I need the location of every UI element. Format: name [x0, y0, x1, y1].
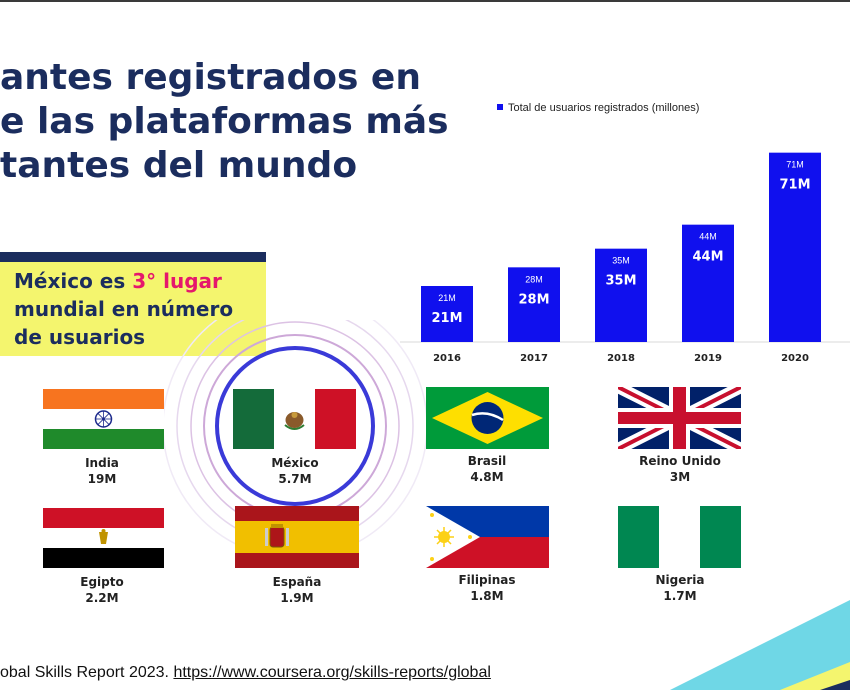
bar-top-label-2016: 21M: [438, 293, 456, 303]
flag-india: [43, 389, 164, 449]
x-tick-label-2017: 2017: [520, 353, 548, 364]
mexico-flag-icon: [233, 389, 356, 449]
ring-main: [215, 346, 375, 506]
bar-2018: [595, 248, 647, 342]
x-tick-label-2020: 2020: [781, 353, 809, 364]
country-users: 5.7M: [278, 472, 312, 486]
bar-value-label-2016: 21M: [431, 311, 462, 326]
country-users: 2.2M: [85, 591, 119, 605]
registered-users-bar-chart: Total de usuarios registrados (millones)…: [400, 102, 850, 364]
country-name: Egipto: [80, 575, 124, 589]
source-text: obal Skills Report 2023.: [0, 664, 169, 681]
flag-brasil: [426, 387, 549, 449]
bar-value-label-2019: 44M: [692, 250, 723, 265]
flag-reino-unido: [618, 387, 741, 449]
flag-nigeria: [618, 506, 741, 568]
bar-top-label-2017: 28M: [525, 274, 543, 284]
country-label-egipto: Egipto 2.2M: [12, 574, 192, 606]
bar-value-label-2017: 28M: [518, 292, 549, 307]
mexico-callout-box: México es 3° lugar mundial en número de …: [0, 262, 266, 356]
callout-line-1: México es 3° lugar: [14, 267, 266, 295]
bar-value-label-2018: 35M: [605, 274, 636, 289]
country-label-reino-unido: Reino Unido 3M: [590, 453, 770, 485]
bars-group: 21M 21M 2016 28M 28M 2017 35M 35M 2018 44M 44M 2019…: [421, 152, 821, 364]
flag-egipto: [43, 508, 164, 568]
callout-line-3: de usuarios: [14, 325, 146, 349]
country-users: 4.8M: [470, 470, 504, 484]
x-tick-label-2016: 2016: [433, 353, 461, 364]
country-users: 1.7M: [663, 589, 697, 603]
uk-flag-icon: [618, 387, 741, 449]
flag-mexico: [233, 389, 356, 449]
country-users: 3M: [669, 470, 691, 484]
bar-top-label-2018: 35M: [612, 256, 630, 266]
flag-filipinas: [426, 506, 549, 568]
country-name: España: [272, 575, 322, 589]
country-label-mexico: México 5.7M: [205, 455, 385, 487]
country-label-filipinas: Filipinas 1.8M: [397, 572, 577, 604]
top-border-line: [0, 0, 850, 2]
x-tick-label-2018: 2018: [607, 353, 635, 364]
legend-label: Total de usuarios registrados (millones): [508, 102, 699, 114]
bar-value-label-2020: 71M: [779, 178, 810, 193]
country-name: Filipinas: [458, 573, 516, 587]
source-citation: obal Skills Report 2023. https://www.cou…: [0, 664, 491, 682]
corner-decoration: [670, 600, 850, 690]
brazil-flag-icon: [426, 387, 549, 449]
egypt-flag-icon: [43, 508, 164, 568]
nigeria-flag-icon: [618, 506, 741, 568]
philippines-flag-icon: [426, 506, 549, 568]
india-flag-icon: [43, 389, 164, 449]
bar-top-label-2019: 44M: [699, 232, 717, 242]
x-tick-label-2019: 2019: [694, 353, 722, 364]
bar-2020: [769, 152, 821, 342]
country-label-nigeria: Nigeria 1.7M: [590, 572, 770, 604]
callout-prefix: México es: [14, 269, 133, 293]
source-link[interactable]: https://www.coursera.org/skills-reports/…: [173, 664, 491, 681]
spain-flag-icon: [235, 506, 359, 568]
country-name: Nigeria: [655, 573, 705, 587]
title-line-3: tantes del mundo: [0, 145, 358, 186]
country-label-espana: España 1.9M: [207, 574, 387, 606]
country-name: Brasil: [467, 454, 507, 468]
legend-swatch: [497, 104, 503, 110]
title-line-1: antes registrados en: [0, 57, 421, 98]
country-name: Reino Unido: [639, 454, 721, 468]
slide-title: antes registrados en e las plataformas m…: [0, 56, 470, 188]
bar-2017: [508, 267, 560, 342]
flag-espana: [235, 506, 359, 568]
country-name: México: [271, 456, 319, 470]
bar-top-label-2020: 71M: [786, 160, 804, 170]
bar-2016: [421, 286, 473, 342]
callout-top-bar: [0, 252, 266, 262]
country-users: 1.9M: [280, 591, 314, 605]
bar-2019: [682, 224, 734, 342]
country-users: 19M: [87, 472, 117, 486]
title-line-2: e las plataformas más: [0, 101, 449, 142]
country-label-brasil: Brasil 4.8M: [397, 453, 577, 485]
callout-highlight: 3° lugar: [132, 269, 222, 293]
country-name: India: [85, 456, 119, 470]
country-users: 1.8M: [470, 589, 504, 603]
callout-line-2: mundial en número: [14, 297, 234, 321]
country-label-india: India 19M: [12, 455, 192, 487]
